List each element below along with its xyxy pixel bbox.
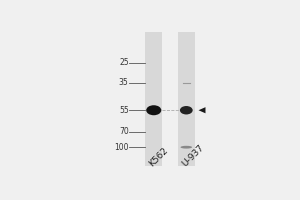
Ellipse shape — [181, 146, 192, 149]
Polygon shape — [199, 107, 206, 113]
Text: 100: 100 — [114, 143, 129, 152]
Text: U-937: U-937 — [180, 143, 206, 168]
Text: 70: 70 — [119, 127, 129, 136]
Text: 25: 25 — [119, 58, 129, 67]
Bar — [145, 32, 163, 166]
Ellipse shape — [146, 105, 161, 115]
Text: 35: 35 — [119, 78, 129, 87]
Ellipse shape — [180, 106, 193, 114]
Bar — [178, 32, 195, 166]
Text: 55: 55 — [119, 106, 129, 115]
Text: K562: K562 — [147, 145, 170, 168]
